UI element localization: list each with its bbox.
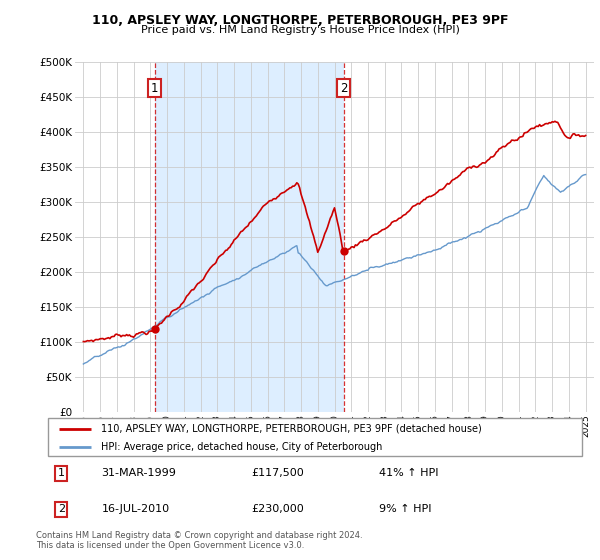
Text: 16-JUL-2010: 16-JUL-2010 [101, 505, 170, 515]
Text: HPI: Average price, detached house, City of Peterborough: HPI: Average price, detached house, City… [101, 442, 383, 452]
Bar [155, 62, 344, 412]
Text: 1: 1 [58, 468, 65, 478]
Text: 9% ↑ HPI: 9% ↑ HPI [379, 505, 431, 515]
Text: 2: 2 [340, 82, 347, 95]
Text: Price paid vs. HM Land Registry's House Price Index (HPI): Price paid vs. HM Land Registry's House … [140, 25, 460, 35]
FancyBboxPatch shape [48, 418, 582, 456]
Text: 110, APSLEY WAY, LONGTHORPE, PETERBOROUGH, PE3 9PF: 110, APSLEY WAY, LONGTHORPE, PETERBOROUG… [92, 14, 508, 27]
Text: 31-MAR-1999: 31-MAR-1999 [101, 468, 176, 478]
Text: £230,000: £230,000 [251, 505, 304, 515]
Text: 41% ↑ HPI: 41% ↑ HPI [379, 468, 439, 478]
Text: Contains HM Land Registry data © Crown copyright and database right 2024.
This d: Contains HM Land Registry data © Crown c… [36, 531, 362, 550]
Text: 2: 2 [58, 505, 65, 515]
Text: 1: 1 [151, 82, 158, 95]
Text: 110, APSLEY WAY, LONGTHORPE, PETERBOROUGH, PE3 9PF (detached house): 110, APSLEY WAY, LONGTHORPE, PETERBOROUG… [101, 424, 482, 434]
Text: £117,500: £117,500 [251, 468, 304, 478]
